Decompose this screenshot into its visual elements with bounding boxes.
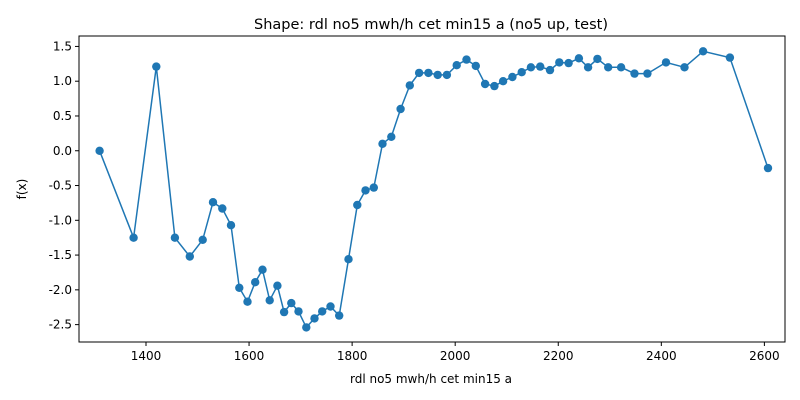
data-point bbox=[218, 204, 227, 213]
data-point bbox=[265, 296, 274, 305]
data-point bbox=[287, 298, 296, 308]
x-tick-label: 1800 bbox=[337, 349, 368, 363]
data-point bbox=[251, 278, 260, 287]
data-point bbox=[574, 54, 584, 63]
data-point bbox=[185, 252, 194, 261]
data-point bbox=[273, 281, 282, 290]
x-tick-label: 2600 bbox=[749, 349, 780, 363]
data-point bbox=[279, 307, 289, 317]
data-point bbox=[526, 63, 536, 72]
x-tick-label: 2400 bbox=[646, 349, 677, 363]
x-tick-label: 1400 bbox=[131, 349, 162, 363]
data-point bbox=[95, 146, 104, 155]
data-point bbox=[387, 132, 396, 141]
y-tick-label: 0.5 bbox=[53, 109, 72, 123]
data-point bbox=[536, 62, 545, 71]
data-points bbox=[95, 47, 773, 332]
data-point bbox=[433, 70, 442, 80]
data-point bbox=[555, 58, 564, 67]
data-point bbox=[378, 139, 387, 148]
data-point bbox=[258, 265, 267, 274]
plot-area bbox=[78, 35, 786, 343]
y-tick-label: 1.5 bbox=[53, 39, 72, 53]
data-point bbox=[310, 314, 319, 323]
data-point bbox=[129, 233, 138, 242]
data-point bbox=[396, 104, 405, 114]
data-point bbox=[353, 200, 362, 210]
y-axis-label: f(x) bbox=[15, 179, 29, 200]
data-point bbox=[442, 70, 452, 80]
data-point bbox=[302, 323, 311, 332]
data-point bbox=[208, 198, 218, 207]
data-point bbox=[508, 72, 517, 82]
data-point bbox=[564, 58, 573, 68]
data-point bbox=[661, 58, 671, 67]
y-tick-label: -1.5 bbox=[49, 248, 72, 262]
chart-title: Shape: rdl no5 mwh/h cet min15 a (no5 up… bbox=[254, 17, 608, 33]
data-point bbox=[452, 60, 461, 70]
x-tick-label: 1600 bbox=[234, 349, 265, 363]
data-point bbox=[643, 69, 652, 78]
y-tick-label: 1.0 bbox=[53, 74, 72, 88]
data-point bbox=[616, 63, 626, 72]
x-tick-label: 2000 bbox=[440, 349, 471, 363]
data-point bbox=[198, 235, 207, 244]
data-point bbox=[517, 68, 526, 77]
data-point bbox=[545, 65, 555, 75]
data-point bbox=[369, 183, 378, 192]
x-axis: 1400 1600 1800 2000 2200 2400 2600 bbox=[131, 342, 780, 363]
data-point bbox=[763, 163, 773, 173]
data-point bbox=[471, 61, 480, 71]
data-point bbox=[335, 311, 344, 320]
y-tick-label: -1.0 bbox=[49, 213, 72, 227]
data-point bbox=[344, 255, 353, 264]
data-point bbox=[480, 79, 490, 89]
data-point bbox=[680, 63, 689, 72]
y-tick-label: -2.5 bbox=[49, 318, 72, 332]
y-axis: -2.5 -2.0 -1.5 -1.0 -0.5 0.0 0.5 1.0 1.5 bbox=[49, 39, 79, 332]
data-point bbox=[583, 63, 593, 72]
data-point bbox=[604, 63, 613, 72]
data-point bbox=[593, 54, 602, 64]
data-point bbox=[226, 221, 236, 230]
data-point bbox=[235, 283, 244, 292]
data-point bbox=[462, 55, 471, 64]
data-point bbox=[490, 81, 499, 91]
data-point bbox=[318, 307, 327, 316]
y-tick-label: -0.5 bbox=[49, 179, 72, 193]
data-point bbox=[698, 47, 708, 56]
x-axis-label: rdl no5 mwh/h cet min15 a bbox=[350, 372, 512, 386]
data-point bbox=[294, 307, 303, 316]
data-point bbox=[326, 302, 335, 311]
data-point bbox=[725, 53, 735, 62]
data-point bbox=[424, 68, 433, 78]
y-tick-label: 0.0 bbox=[53, 144, 72, 158]
data-point bbox=[170, 233, 180, 242]
data-point bbox=[414, 68, 424, 78]
data-point bbox=[405, 81, 414, 90]
y-tick-label: -2.0 bbox=[49, 283, 72, 297]
data-point bbox=[498, 77, 508, 86]
data-point bbox=[243, 297, 252, 306]
x-tick-label: 2200 bbox=[543, 349, 574, 363]
data-point bbox=[152, 62, 161, 71]
data-point bbox=[630, 69, 639, 78]
data-point bbox=[361, 186, 370, 195]
